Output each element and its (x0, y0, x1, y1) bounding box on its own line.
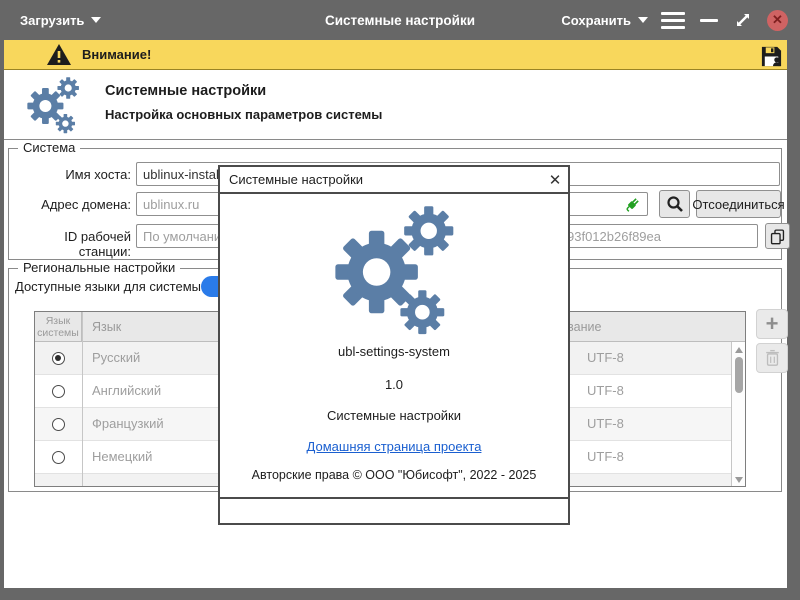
available-languages-label: Доступные языки для системы: (15, 279, 205, 294)
minimize-button[interactable] (700, 0, 720, 40)
warning-text: Внимание! (82, 47, 152, 62)
page-subtitle: Настройка основных параметров системы (105, 107, 383, 122)
gears-logo-icon (330, 203, 458, 341)
dialog-titlebar[interactable]: Системные настройки ✕ (220, 167, 568, 194)
gears-app-icon (12, 76, 94, 136)
col-language: Язык (92, 320, 122, 334)
floppy-save-icon (761, 46, 781, 66)
minimize-icon (700, 18, 718, 22)
system-language-radio[interactable] (52, 451, 65, 464)
hostname-label: Имя хоста: (65, 167, 131, 182)
system-language-radio[interactable] (52, 352, 65, 365)
copy-icon (770, 228, 785, 244)
column-divider (82, 312, 83, 486)
system-legend: Система (18, 140, 81, 155)
main-content: Внимание! Системные настройки Настройка … (4, 40, 790, 588)
hamburger-icon (661, 11, 685, 15)
plug-connected-icon (626, 198, 639, 212)
scroll-thumb[interactable] (734, 357, 743, 393)
maximize-button[interactable] (734, 0, 756, 40)
app-header: Системные настройки Настройка основных п… (4, 70, 787, 140)
app-description: Системные настройки (326, 408, 462, 423)
regional-legend: Региональные настройки (18, 260, 181, 275)
system-language-radio[interactable] (52, 418, 65, 431)
language-cell: Немецкий (92, 449, 153, 464)
encoding-cell: UTF-8 (587, 350, 624, 365)
page-title: Системные настройки (105, 83, 267, 99)
station-id-label: ID рабочей станции: (64, 229, 131, 259)
load-menu-button[interactable]: Загрузить (20, 0, 102, 40)
encoding-cell: UTF-8 (587, 383, 624, 398)
save-menu-label: Сохранить (561, 12, 631, 28)
app-version: 1.0 (384, 377, 404, 392)
system-language-radio[interactable] (52, 385, 65, 398)
warning-banner: Внимание! (4, 40, 787, 70)
language-cell: Русский (92, 350, 141, 365)
titlebar: Системные настройки Загрузить Сохранить … (0, 0, 800, 40)
station-id-value-left: По умолчанию (143, 229, 231, 244)
search-icon (666, 196, 683, 212)
chevron-down-icon (638, 17, 648, 23)
copyright-text: Авторские права © ООО "Юбисофт", 2022 - … (251, 468, 537, 482)
load-menu-label: Загрузить (20, 12, 85, 28)
dialog-body: ubl-settings-system 1.0 Системные настро… (220, 196, 568, 497)
col-system-language: Язык системы (35, 312, 82, 342)
project-homepage-link[interactable]: Домашняя страница проекта (306, 439, 482, 454)
about-dialog: Системные настройки ✕ ubl-settings-syste… (218, 165, 570, 525)
plus-icon: + (765, 311, 779, 336)
save-menu-button[interactable]: Сохранить (561, 0, 648, 40)
app-package-name: ubl-settings-system (338, 344, 450, 359)
add-language-button[interactable]: + (756, 309, 788, 339)
hamburger-menu-button[interactable] (661, 0, 685, 40)
domain-label: Адрес домена: (41, 197, 131, 212)
language-cell: Английский (92, 383, 162, 398)
dialog-footer (220, 497, 568, 523)
scroll-down-icon[interactable] (735, 477, 743, 483)
quick-save-button[interactable] (758, 43, 784, 69)
station-id-value-right: 93f012b26f89ea (567, 229, 661, 244)
warning-triangle-icon (47, 43, 71, 65)
scroll-up-icon[interactable] (735, 347, 743, 353)
table-scrollbar[interactable] (731, 342, 745, 486)
encoding-cell: UTF-8 (587, 416, 624, 431)
chevron-down-icon (91, 17, 102, 23)
dialog-title: Системные настройки (229, 172, 364, 187)
disconnect-button[interactable]: Отсоединиться (692, 190, 785, 218)
language-cell: Французкий (92, 416, 164, 431)
trash-icon (765, 349, 779, 366)
expand-icon (737, 14, 749, 26)
domain-search-button[interactable] (659, 190, 690, 218)
close-icon: ✕ (767, 9, 788, 31)
dialog-close-button[interactable]: ✕ (548, 172, 562, 189)
close-window-button[interactable]: ✕ (767, 0, 789, 40)
copy-id-button[interactable] (765, 223, 790, 249)
encoding-cell: UTF-8 (587, 449, 624, 464)
delete-language-button[interactable] (756, 343, 788, 373)
